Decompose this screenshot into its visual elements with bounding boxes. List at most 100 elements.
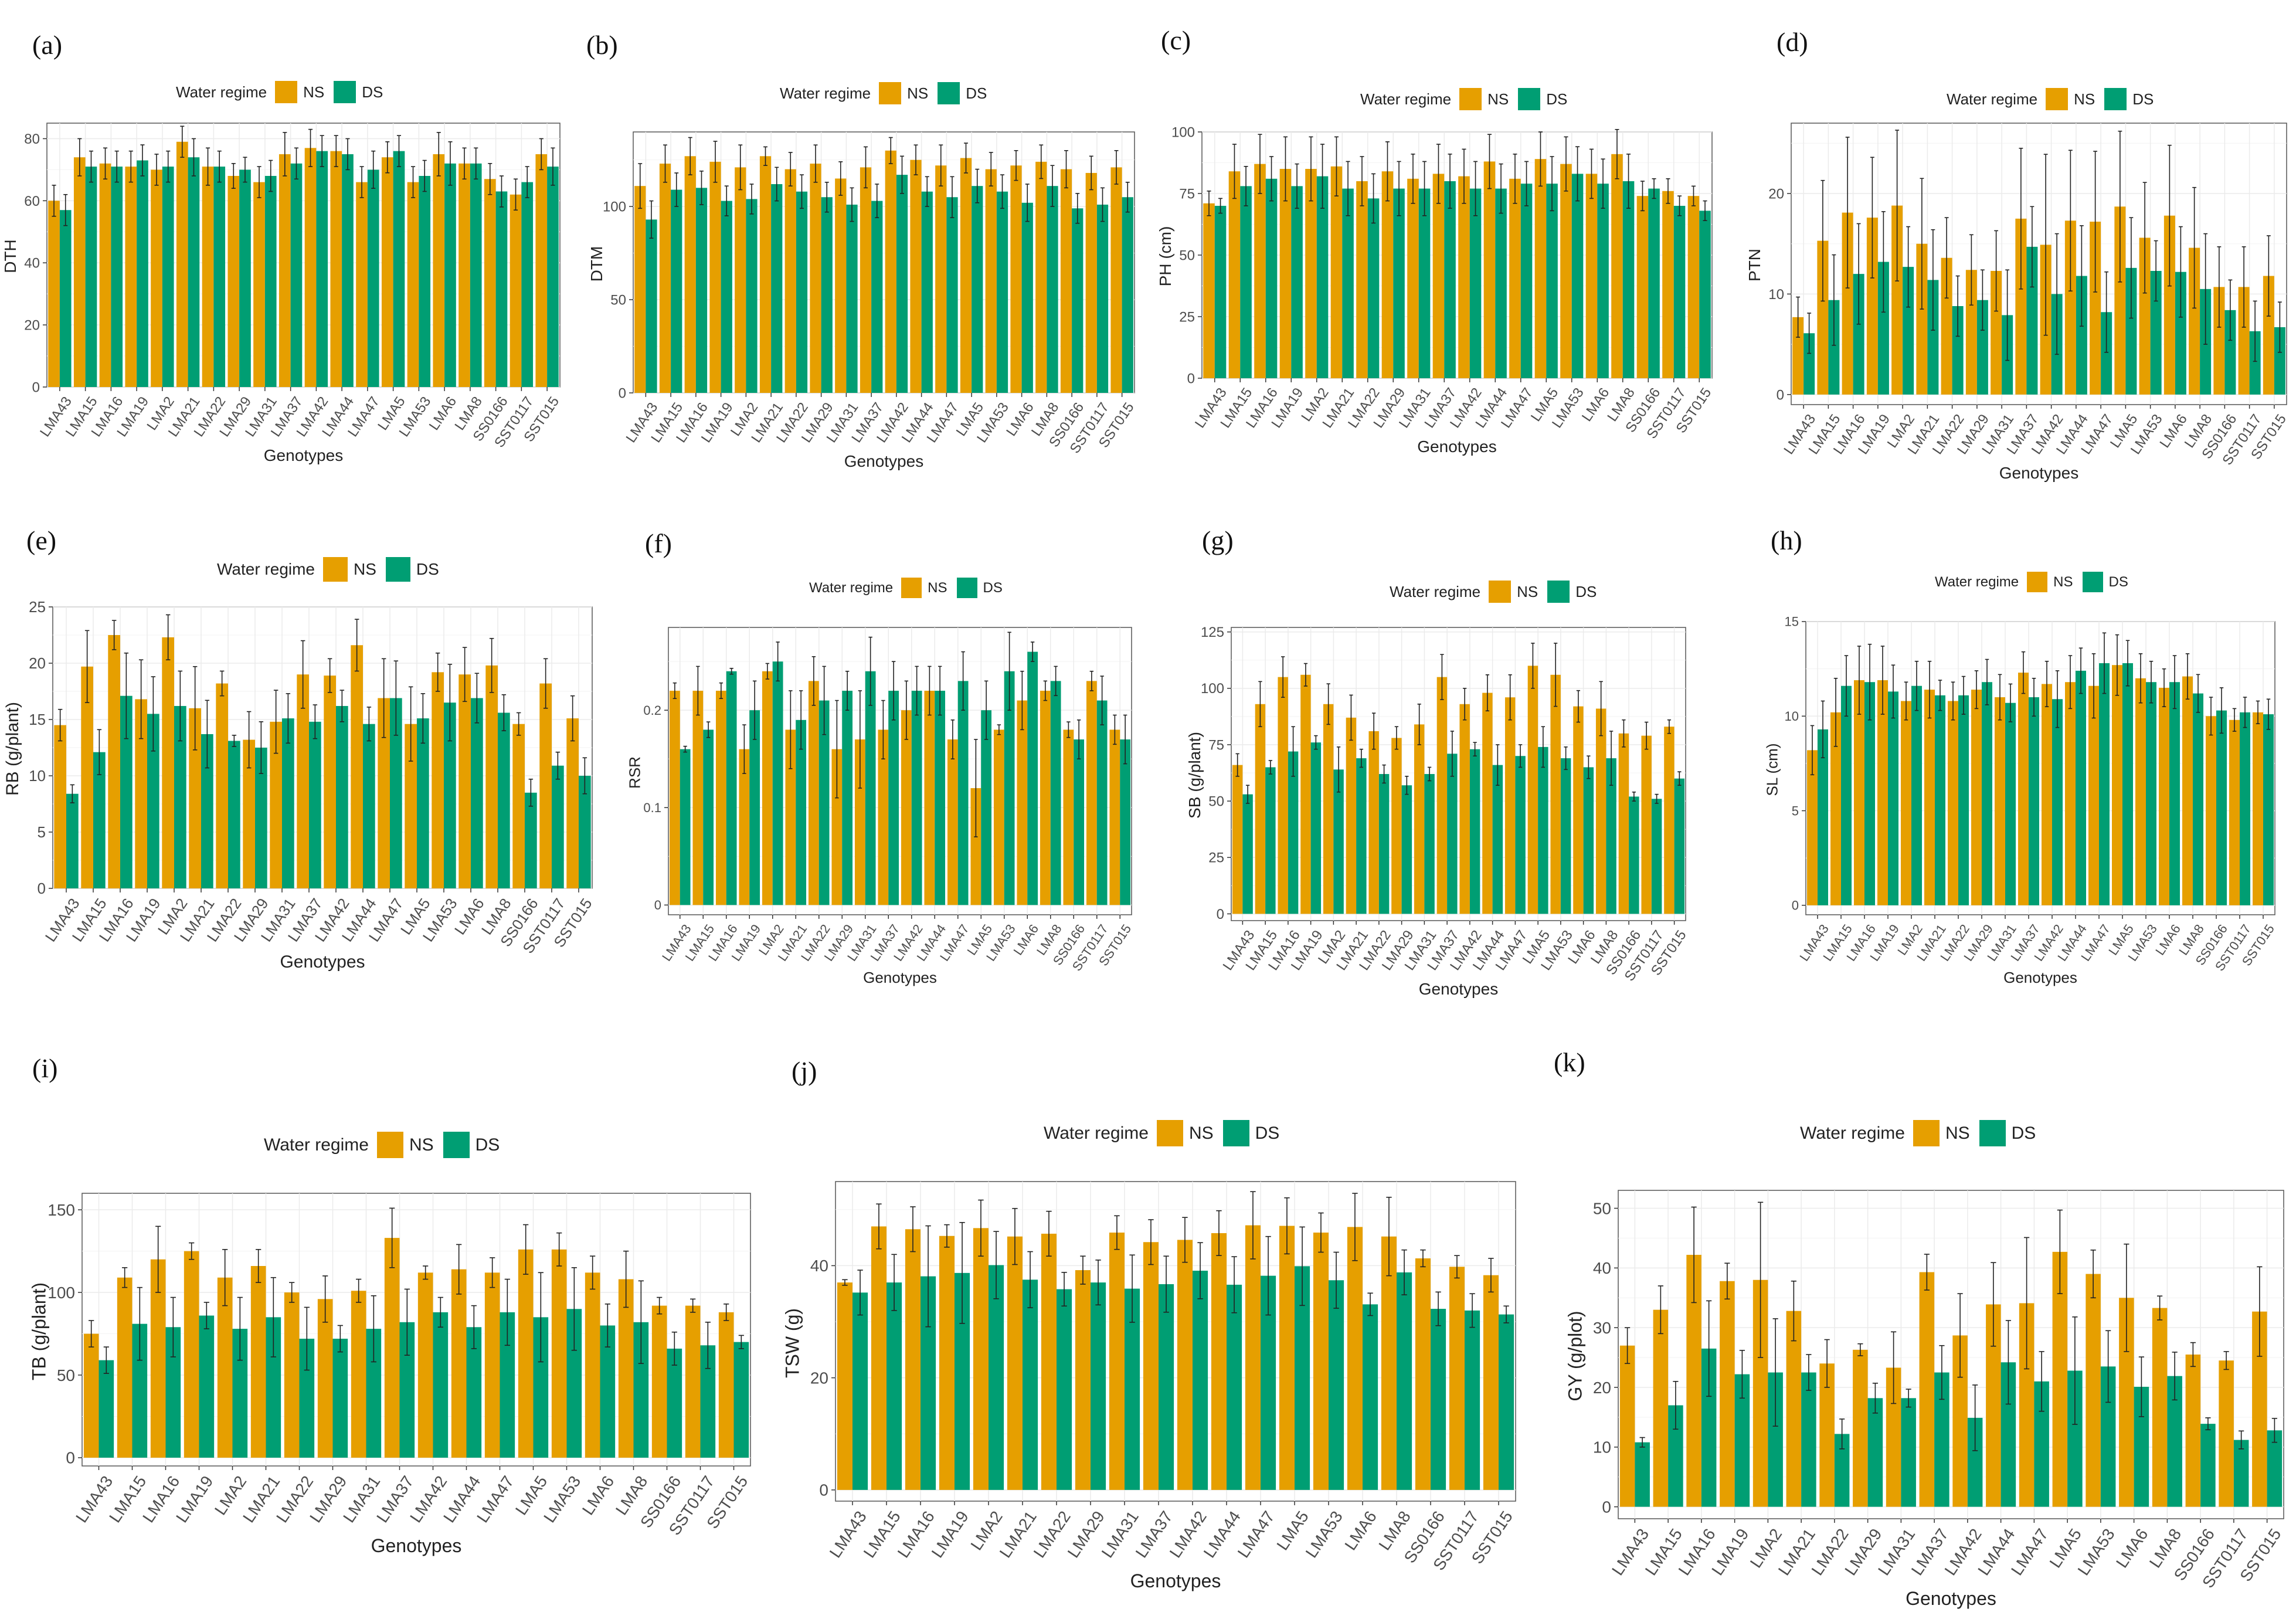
legend: Water regime NS DS	[809, 578, 1012, 598]
x-axis-title: Genotypes	[863, 969, 937, 987]
chart-svg: 0 20 40 60 80 LMA43LMA15LMA16LMA19LMA2LMA21LM…	[24, 123, 562, 450]
bar-ns-lma21	[1786, 1311, 1802, 1507]
bar-ns-sst0117	[2238, 287, 2250, 395]
bar-ns-lma29	[317, 1299, 333, 1458]
bar-ns-lma8	[485, 665, 498, 888]
bar-ds-lma29	[1401, 785, 1412, 914]
x-axis: LMA43LMA15LMA16LMA19LMA2LMA21LMA22LMA29L…	[1220, 921, 1690, 984]
bar-ds-lma6	[600, 1325, 616, 1458]
y-axis: 0 20 40	[810, 1257, 835, 1499]
bar-ns-lma42	[417, 1272, 433, 1458]
bar-ns-sst0117	[2229, 719, 2240, 905]
legend-label-ds: DS	[2132, 90, 2154, 108]
bar-ns-lma21	[176, 141, 188, 387]
y-tick-label: 60	[24, 194, 40, 209]
bar-ns-lma21	[785, 729, 796, 905]
bar-ds-lma21	[771, 184, 783, 393]
bar-ds-lma44	[935, 690, 946, 905]
x-axis-title: Genotypes	[280, 952, 365, 972]
bar-ns-lma6	[458, 674, 471, 888]
bar-ds-lma43	[1635, 1442, 1650, 1507]
bar-ns-lma37	[1436, 677, 1448, 914]
legend-label-ns: NS	[354, 560, 376, 578]
bar-ds-lma42	[316, 151, 328, 387]
bar-ds-sst015	[2274, 327, 2285, 395]
y-tick-label: 100	[1201, 681, 1224, 697]
bar-ds-sst015	[1122, 197, 1133, 393]
bar-ds-lma16	[695, 188, 708, 393]
bar-ns-lma2	[1305, 169, 1317, 378]
bar-ds-lma22	[1958, 695, 1969, 905]
bar-ds-lma15	[703, 729, 714, 905]
bar-ds-sst0117	[1673, 206, 1686, 378]
bar-ns-lma5	[518, 1249, 534, 1458]
bar-ns-lma29	[1971, 690, 1982, 905]
panel-label: (g)	[1202, 525, 1234, 555]
bars	[669, 632, 1131, 905]
bar-ns-lma5	[2052, 1251, 2068, 1507]
bar-ns-ss0166	[2213, 287, 2225, 395]
bar-ds-lma15	[85, 167, 97, 387]
x-tick-label: LMA6	[1579, 385, 1612, 425]
bar-ns-lma29	[1965, 270, 1977, 395]
y-tick-label: 0.2	[643, 703, 661, 718]
bar-ns-lma43	[1203, 203, 1215, 378]
bar-ns-lma8	[1595, 708, 1606, 914]
bar-ds-ss0166	[1629, 796, 1639, 914]
x-axis: LMA43LMA15LMA16LMA19LMA2LMA21LMA22LMA29L…	[72, 1466, 751, 1539]
y-tick-label: 25	[29, 598, 46, 616]
legend: Water regime NS DS	[1360, 88, 1577, 110]
bar-ds-sst015	[1699, 211, 1711, 378]
bars	[1619, 1201, 2283, 1507]
bar-ds-lma6	[2169, 682, 2180, 905]
bar-ns-lma53	[993, 729, 1004, 905]
bar-ns-sst015	[1109, 729, 1120, 905]
y-tick-label: 15	[29, 711, 46, 728]
bar-ns-lma5	[381, 157, 393, 387]
bar-ds-lma31	[264, 176, 277, 387]
bar-ns-lma2	[217, 1277, 233, 1458]
panel-h: (h) Water regime NS DS 0 5 10 15 LMA43 LMA15 LMA16…	[1712, 501, 2296, 1017]
y-tick-label: 25	[1208, 850, 1224, 866]
bar-ds-lma44	[2076, 276, 2087, 395]
bar-ds-lma37	[2029, 697, 2039, 905]
bar-ds-lma53	[996, 191, 1008, 393]
bar-ds-lma5	[1538, 746, 1548, 914]
legend-key-ds	[334, 81, 356, 103]
bar-ns-lma22	[202, 167, 214, 387]
bar-ds-lma22	[796, 191, 808, 393]
bar-ds-lma8	[1606, 758, 1616, 914]
legend: Water regime NS DS	[217, 557, 449, 582]
bar-ns-lma44	[2064, 220, 2076, 395]
bar-ns-lma6	[433, 154, 445, 387]
legend-label-ds: DS	[1255, 1123, 1280, 1143]
bar-ds-lma37	[1447, 754, 1458, 914]
plot-border	[1791, 123, 2287, 405]
legend-title: Water regime	[809, 579, 894, 596]
bar-ns-ss0166	[1636, 196, 1649, 378]
x-axis-title: Genotypes	[1418, 979, 1499, 998]
legend-key-ns	[1459, 88, 1482, 110]
bar-ds-lma2	[772, 661, 783, 905]
y-axis-title: GY (g/plot)	[1564, 1311, 1586, 1401]
bar-ds-lma22	[213, 167, 226, 387]
legend-label-ns: NS	[907, 84, 929, 102]
y-tick-label: 0	[32, 379, 40, 395]
legend-title: Water regime	[780, 84, 871, 102]
y-tick-label: 40	[24, 256, 40, 271]
bar-ns-lma6	[1010, 165, 1022, 393]
x-axis-title: Genotypes	[1130, 1570, 1221, 1591]
panel-label: (a)	[32, 30, 63, 60]
x-tick-label: LMA6	[579, 1472, 618, 1518]
legend-label-ns: NS	[2053, 573, 2073, 590]
panel-a: (a) Water regime NS DS 0 20 40 60 80 LMA43 LMA15 LM…	[0, 0, 575, 504]
bar-ns-sst0117	[685, 1305, 701, 1458]
bar-ns-lma43	[83, 1333, 99, 1458]
bar-ns-sst0117	[1086, 681, 1097, 905]
legend-title: Water regime	[176, 83, 267, 101]
y-axis: 0 5 10 15	[1785, 615, 1806, 913]
x-axis-title: Genotypes	[1999, 463, 2079, 482]
y-axis: 0 20 40 60 80	[24, 131, 47, 395]
bar-ns-lma47	[2088, 685, 2099, 905]
bar-ns-lma44	[2065, 682, 2076, 905]
